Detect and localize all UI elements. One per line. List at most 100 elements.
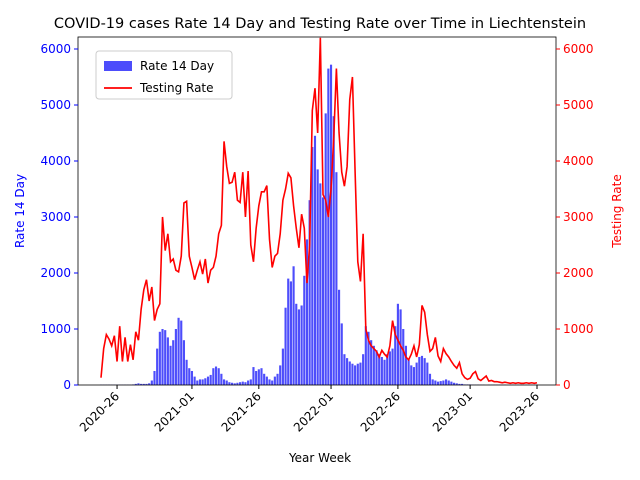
bar <box>145 383 148 385</box>
x-tick-label: 2022-26 <box>358 389 403 434</box>
bar <box>442 380 445 385</box>
bar <box>335 172 338 385</box>
bar <box>265 376 268 385</box>
bar <box>273 376 276 385</box>
bar <box>236 382 239 385</box>
bar <box>319 183 322 385</box>
y2-tick-label: 0 <box>563 378 571 392</box>
bar <box>292 266 295 385</box>
bar <box>418 356 421 385</box>
bar <box>190 370 194 385</box>
legend-label: Rate 14 Day <box>140 59 214 73</box>
plot-frame <box>77 36 557 386</box>
bar <box>255 370 258 385</box>
bar <box>305 239 309 385</box>
bar <box>209 374 212 385</box>
bar <box>394 326 397 385</box>
y-tick-label: 0 <box>63 378 71 392</box>
bar <box>295 303 298 385</box>
y-tick-label: 4000 <box>40 154 71 168</box>
chart-title: COVID-19 cases Rate 14 Day and Testing R… <box>54 16 586 32</box>
bar <box>225 380 228 385</box>
bar <box>300 305 303 385</box>
bar <box>137 383 140 385</box>
bar <box>378 354 381 385</box>
bar <box>461 383 464 385</box>
bar <box>332 116 335 386</box>
y2-tick-label: 1000 <box>563 322 594 336</box>
bar <box>458 383 461 385</box>
x-tick-label: 2021-01 <box>152 389 197 434</box>
y-tick-label: 5000 <box>40 98 71 112</box>
bar <box>415 362 418 385</box>
bar <box>230 382 234 385</box>
bar <box>329 64 333 385</box>
bar <box>407 359 410 385</box>
bar <box>156 348 159 385</box>
bar <box>297 309 301 385</box>
x-tick-label: 2023-26 <box>497 389 542 434</box>
bar <box>196 380 199 385</box>
bar <box>193 376 196 385</box>
bar <box>396 303 399 385</box>
bar <box>140 383 143 385</box>
bar <box>450 381 453 385</box>
bar <box>367 331 370 385</box>
y-tick-label: 1000 <box>40 322 71 336</box>
bar <box>337 289 341 385</box>
bar <box>343 354 346 385</box>
bar <box>311 146 314 385</box>
bar <box>324 113 327 385</box>
bar <box>436 381 440 385</box>
bar <box>204 378 207 385</box>
bar <box>244 382 247 385</box>
bar <box>161 328 164 385</box>
bar <box>268 379 271 385</box>
bar <box>340 323 343 385</box>
x-tick-label: 2020-26 <box>77 389 122 434</box>
bar <box>351 363 354 385</box>
bar <box>201 379 204 385</box>
bar <box>281 348 284 385</box>
bar <box>308 200 311 385</box>
y-tick-label: 3000 <box>40 210 71 224</box>
bar <box>177 317 180 385</box>
bar <box>402 328 405 385</box>
bar <box>370 340 373 385</box>
y-axis-label: Rate 14 Day <box>13 174 27 248</box>
bar <box>153 370 156 385</box>
bar <box>222 379 226 385</box>
bar <box>391 348 394 385</box>
bar <box>279 365 282 385</box>
bar <box>439 381 442 385</box>
bar <box>174 328 177 385</box>
bar <box>316 169 319 385</box>
bar <box>158 331 161 385</box>
bar <box>434 380 437 385</box>
bar <box>453 382 456 385</box>
bar <box>263 373 266 385</box>
bar <box>362 354 365 385</box>
y2-axis-label: Testing Rate <box>610 174 624 249</box>
bar <box>289 281 292 385</box>
bar <box>134 383 137 385</box>
x-tick-label: 2022-01 <box>291 389 336 434</box>
bar <box>148 383 151 385</box>
bar <box>287 278 290 385</box>
bar <box>303 275 306 385</box>
y-tick-label: 6000 <box>40 42 71 56</box>
bar <box>166 337 169 385</box>
bar <box>431 379 434 385</box>
bar <box>313 135 317 385</box>
bar <box>150 380 153 385</box>
bar <box>260 368 263 385</box>
bar <box>206 376 210 385</box>
bar <box>249 379 252 385</box>
bar <box>284 307 287 385</box>
legend-label: Testing Rate <box>139 81 214 95</box>
bar <box>180 320 183 385</box>
bar <box>220 373 223 385</box>
bar <box>327 68 330 385</box>
bar <box>271 380 274 385</box>
